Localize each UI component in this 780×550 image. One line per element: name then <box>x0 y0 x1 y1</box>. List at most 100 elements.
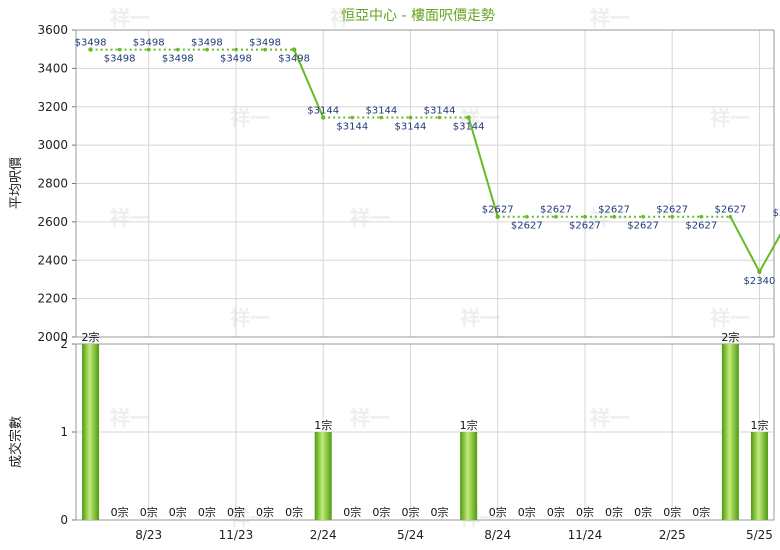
x-tick-label: 5/24 <box>397 528 424 542</box>
chart-title: 恒亞中心 - 樓面呎價走勢 <box>341 7 495 24</box>
price-y-tick-label: 2800 <box>37 177 68 191</box>
volume-data-label: 0宗 <box>518 505 536 519</box>
watermark-text: 祥一 <box>110 406 150 430</box>
volume-y-tick-label: 0 <box>60 513 68 527</box>
price-data-label: $3498 <box>278 54 310 65</box>
price-point <box>641 214 645 219</box>
price-data-label: $3144 <box>336 121 368 132</box>
watermark-text: 祥一 <box>230 506 270 530</box>
price-point <box>379 115 384 120</box>
price-data-label: $2627 <box>714 205 746 216</box>
volume-data-label: 0宗 <box>576 505 594 519</box>
price-y-axis-label: 平均呎價 <box>9 157 24 209</box>
volume-y-axis-label: 成交宗數 <box>8 416 24 468</box>
volume-data-label: 0宗 <box>605 505 623 519</box>
price-point <box>146 47 151 52</box>
price-point <box>321 115 326 120</box>
volume-bars <box>82 344 768 520</box>
volume-bar <box>721 344 739 520</box>
price-data-labels: $3498 $3498 $3498 $3498 $3498 $3498 $3498 $3498… <box>75 38 780 287</box>
volume-y-axis: 0 1 2 <box>60 337 76 527</box>
volume-data-label: 0宗 <box>372 505 390 519</box>
volume-bar <box>460 432 478 520</box>
price-point <box>234 47 238 52</box>
price-y-tick-label: 2600 <box>37 215 68 229</box>
price-data-label: $3144 <box>307 105 339 116</box>
volume-data-label: 0宗 <box>663 505 681 519</box>
price-point <box>175 47 180 52</box>
price-data-label: $3144 <box>453 121 485 132</box>
volume-data-label: 0宗 <box>140 505 158 519</box>
price-point <box>117 47 122 52</box>
price-data-label: $2627 <box>685 221 717 232</box>
volume-data-label: 0宗 <box>489 505 507 519</box>
volume-y-tick-label: 2 <box>60 337 68 351</box>
x-tick-label: 8/24 <box>484 528 511 542</box>
volume-bar <box>82 344 100 520</box>
price-point <box>291 47 297 52</box>
volume-data-label: 1宗 <box>750 418 768 432</box>
price-segment <box>293 49 325 118</box>
x-tick-label: 11/23 <box>219 528 254 542</box>
volume-data-label: 0宗 <box>343 505 361 519</box>
price-data-label: $3498 <box>75 38 107 49</box>
price-gridlines <box>76 29 774 338</box>
price-data-label: $2627 <box>598 205 630 216</box>
price-data-label: $3498 <box>191 38 223 49</box>
x-tick-label: 8/23 <box>135 528 162 542</box>
volume-data-label: 0宗 <box>285 505 303 519</box>
price-segment <box>467 117 499 217</box>
x-tick-label: 5/25 <box>746 528 773 542</box>
price-y-tick-label: 2200 <box>37 292 68 306</box>
price-data-label: $2627 <box>540 205 572 216</box>
price-point <box>670 214 675 219</box>
price-point <box>437 115 442 120</box>
price-data-label: $3498 <box>104 54 136 65</box>
price-data-label: $2627 <box>569 221 601 232</box>
watermark-text: 祥一 <box>230 106 270 130</box>
price-point <box>612 214 616 219</box>
watermark-text: 祥一 <box>110 206 150 230</box>
price-point <box>88 47 93 52</box>
watermark-text: 祥一 <box>590 206 630 230</box>
price-point <box>466 115 471 120</box>
price-point <box>350 115 355 120</box>
price-point <box>524 214 529 219</box>
price-data-label: $3498 <box>220 54 252 65</box>
watermark-text: 祥一 <box>710 306 750 330</box>
volume-gridlines <box>76 343 774 521</box>
price-plot-frame <box>75 29 775 338</box>
x-tick-label: 2/25 <box>659 528 686 542</box>
volume-data-label: 2宗 <box>82 330 100 344</box>
watermark-text: 祥一 <box>330 6 370 30</box>
volume-data-label: 0宗 <box>634 505 652 519</box>
price-y-tick-label: 3000 <box>37 138 68 152</box>
price-point <box>408 115 413 120</box>
price-data-label: $3498 <box>133 38 165 49</box>
watermark-text: 祥一 <box>460 306 500 330</box>
price-data-label: $2627 <box>511 221 543 232</box>
volume-data-label: 0宗 <box>227 505 245 519</box>
price-y-tick-label: 3400 <box>37 61 68 75</box>
volume-data-label: 0宗 <box>111 505 129 519</box>
watermark-text: 祥一 <box>590 6 630 30</box>
volume-data-label: 0宗 <box>431 505 449 519</box>
volume-bar <box>314 432 332 520</box>
price-y-axis: 2000 2200 2400 2600 2800 3000 3200 3400 3600 <box>37 23 76 344</box>
price-y-tick-label: 2400 <box>37 253 68 267</box>
volume-data-label: 0宗 <box>692 505 710 519</box>
watermark-text: 祥一 <box>110 6 150 30</box>
volume-data-label: 0宗 <box>169 505 187 519</box>
price-data-label: $2627 <box>482 205 514 216</box>
price-point <box>728 214 733 219</box>
price-data-label: $3144 <box>365 105 397 116</box>
price-point <box>495 214 500 219</box>
price-point <box>699 214 704 219</box>
watermark-text: 祥一 <box>590 406 630 430</box>
price-point <box>263 47 267 52</box>
volume-data-label: 2宗 <box>721 330 739 344</box>
price-point <box>205 47 209 52</box>
watermark-text: 祥一 <box>350 406 390 430</box>
price-point <box>554 214 558 219</box>
price-y-tick-label: 2000 <box>37 330 68 344</box>
